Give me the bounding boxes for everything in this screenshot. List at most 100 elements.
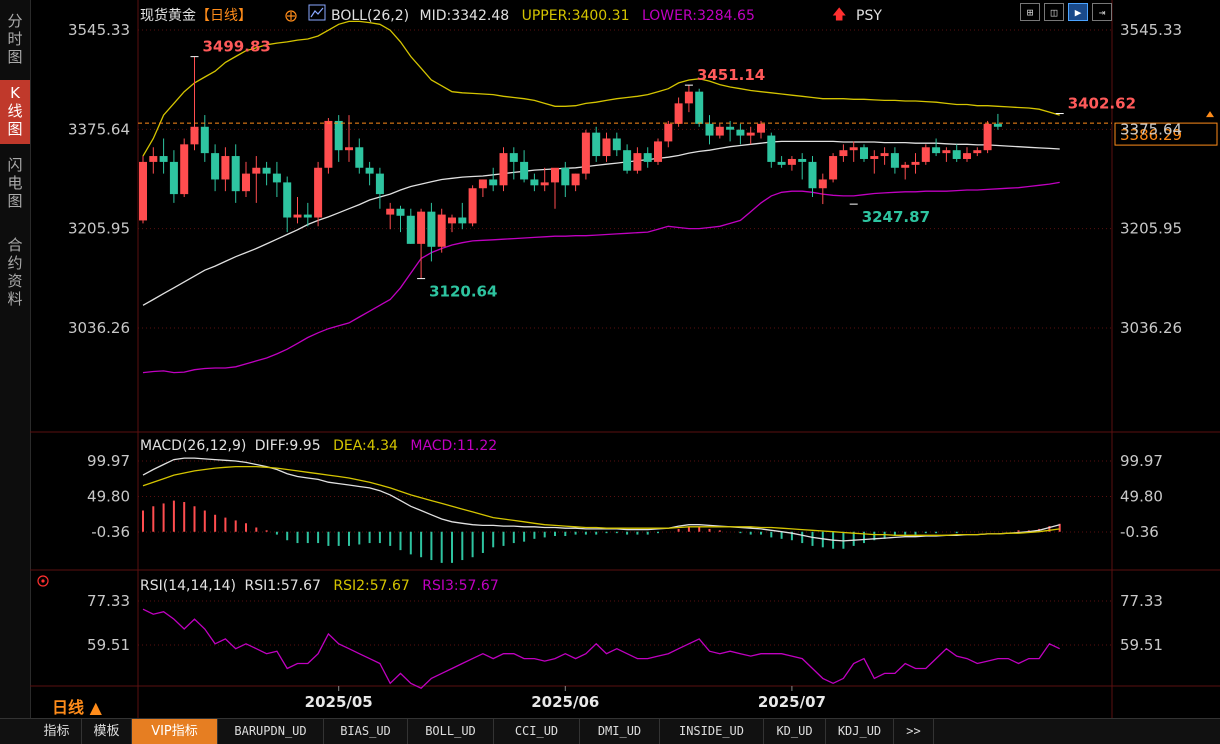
candle-body[interactable] xyxy=(829,156,838,180)
candle-body[interactable] xyxy=(159,156,168,162)
candle-body[interactable] xyxy=(324,120,333,168)
candle-body[interactable] xyxy=(211,153,220,180)
candle-body[interactable] xyxy=(932,147,941,154)
candle-body[interactable] xyxy=(674,103,683,124)
candle-body[interactable] xyxy=(417,211,426,244)
candle-body[interactable] xyxy=(252,167,261,174)
candle-body[interactable] xyxy=(272,173,281,183)
chart-canvas[interactable]: 3386.29 3499.83 3120.64 3451.14 3247.87 3402.… xyxy=(0,0,1220,718)
candle-body[interactable] xyxy=(551,167,559,183)
candle-body[interactable] xyxy=(633,153,642,171)
candle-body[interactable] xyxy=(458,217,467,224)
candle-body[interactable] xyxy=(262,167,271,174)
candle-body[interactable] xyxy=(169,161,178,195)
indicator-tab-9[interactable]: KD_UD xyxy=(764,719,826,744)
candle-body[interactable] xyxy=(334,120,343,151)
indicator-tab-7[interactable]: DMI_UD xyxy=(580,719,660,744)
indicator-tab-10[interactable]: KDJ_UD xyxy=(826,719,894,744)
candle-body[interactable] xyxy=(293,214,302,218)
candle-body[interactable] xyxy=(849,147,858,151)
candle-body[interactable] xyxy=(396,208,405,216)
psy-label[interactable]: PSY xyxy=(856,8,882,24)
rsi-chart[interactable] xyxy=(142,608,1060,689)
candle-body[interactable] xyxy=(777,161,786,165)
candle-body[interactable] xyxy=(221,156,230,180)
indicator-tab-3[interactable]: BARUPDN_UD xyxy=(218,719,324,744)
candle-body[interactable] xyxy=(427,211,436,247)
candle-body[interactable] xyxy=(963,153,971,159)
macd-chart[interactable] xyxy=(142,457,1061,563)
indicator-tab-11[interactable]: >> xyxy=(894,719,934,744)
candle-body[interactable] xyxy=(715,126,724,136)
candle-body[interactable] xyxy=(767,135,776,162)
candle-body[interactable] xyxy=(314,167,323,218)
candle-body[interactable] xyxy=(149,156,158,162)
candle-body[interactable] xyxy=(592,132,601,157)
period-selector[interactable]: 日线 ▲ xyxy=(52,698,102,717)
next-chart-icon[interactable]: ⇥ xyxy=(1092,3,1112,21)
candle-body[interactable] xyxy=(880,153,889,157)
candle-body[interactable] xyxy=(911,161,920,165)
candle-body[interactable] xyxy=(890,153,899,168)
candle-body[interactable] xyxy=(437,214,446,247)
candle-body[interactable] xyxy=(983,123,992,151)
candle-body[interactable] xyxy=(540,182,549,186)
candle-body[interactable] xyxy=(942,150,951,154)
candle-body[interactable] xyxy=(757,123,765,133)
candle-body[interactable] xyxy=(468,188,477,224)
indicator-tab-8[interactable]: INSIDE_UD xyxy=(660,719,764,744)
candle-body[interactable] xyxy=(643,153,652,162)
candle-body[interactable] xyxy=(283,182,292,218)
indicator-tab-6[interactable]: CCI_UD xyxy=(494,719,580,744)
candle-body[interactable] xyxy=(664,123,673,142)
candle-body[interactable] xyxy=(695,91,704,124)
candle-body[interactable] xyxy=(561,167,570,186)
sidebar-tab-0[interactable]: 分时图 xyxy=(7,12,23,66)
candle-body[interactable] xyxy=(798,158,807,162)
candle-body[interactable] xyxy=(190,126,199,145)
crosshair-grid-icon[interactable]: ⊞ xyxy=(1020,3,1040,21)
candle-body[interactable] xyxy=(242,173,250,192)
candle-body[interactable] xyxy=(705,123,714,136)
candle-body[interactable] xyxy=(901,164,910,168)
indicator-tab-0[interactable]: 指标 xyxy=(32,719,82,744)
candle-body[interactable] xyxy=(530,179,539,186)
candle-body[interactable] xyxy=(581,132,590,174)
candle-body[interactable] xyxy=(839,150,848,157)
candle-body[interactable] xyxy=(520,161,529,180)
candle-body[interactable] xyxy=(973,150,982,154)
candle-body[interactable] xyxy=(386,208,395,215)
candle-body[interactable] xyxy=(726,126,735,130)
candle-body[interactable] xyxy=(870,156,879,159)
play-chart-icon[interactable]: ▶ xyxy=(1068,3,1088,21)
candle-body[interactable] xyxy=(921,147,930,162)
chart-layout-icon[interactable]: ◫ xyxy=(1044,3,1064,21)
indicator-chart-icon[interactable] xyxy=(308,4,326,21)
indicator-tab-4[interactable]: BIAS_UD xyxy=(324,719,408,744)
candle-body[interactable] xyxy=(612,138,621,151)
candle-body[interactable] xyxy=(818,179,827,189)
candle-body[interactable] xyxy=(952,150,961,159)
candle-body[interactable] xyxy=(602,138,611,157)
settings-gear-icon[interactable] xyxy=(37,575,49,587)
candlestick-chart[interactable]: 3386.29 3499.83 3120.64 3451.14 3247.87 3402.… xyxy=(138,20,1218,374)
candle-body[interactable] xyxy=(139,161,147,221)
indicator-tab-2[interactable]: VIP指标 xyxy=(132,719,218,744)
sidebar-tab-2[interactable]: 闪电图 xyxy=(7,156,23,210)
candle-body[interactable] xyxy=(499,153,508,186)
candle-body[interactable] xyxy=(489,179,498,186)
candle-body[interactable] xyxy=(231,156,240,192)
candle-body[interactable] xyxy=(365,167,374,174)
indicator-tab-1[interactable]: 模板 xyxy=(82,719,132,744)
candle-body[interactable] xyxy=(406,215,415,244)
indicator-tab-5[interactable]: BOLL_UD xyxy=(408,719,494,744)
candle-body[interactable] xyxy=(571,173,580,186)
candle-body[interactable] xyxy=(623,150,632,171)
candle-body[interactable] xyxy=(355,147,364,168)
candle-body[interactable] xyxy=(787,158,796,165)
candle-body[interactable] xyxy=(509,153,518,162)
candle-body[interactable] xyxy=(200,126,209,154)
candle-body[interactable] xyxy=(448,217,456,224)
candle-body[interactable] xyxy=(993,123,1002,127)
